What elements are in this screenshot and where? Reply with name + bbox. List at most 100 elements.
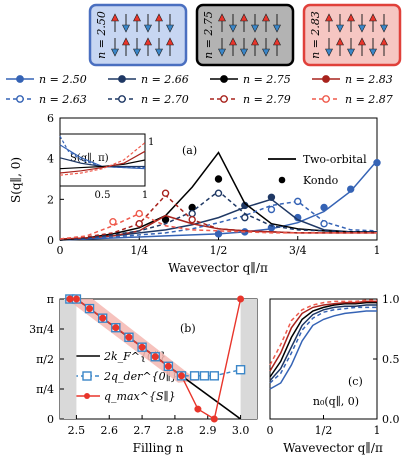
kondo-legend-marker — [278, 176, 286, 184]
panel-b-legend-label: q_max^{S∥} — [104, 390, 176, 403]
kondo-point — [214, 175, 223, 183]
spin-up-arrow — [229, 37, 237, 46]
kondo-point — [214, 189, 223, 197]
spin-up-arrow — [325, 13, 333, 22]
kondo-point — [188, 203, 196, 212]
panel-a-inset-frame — [59, 133, 146, 187]
panel-a-xlabel: Wavevector q∥/π — [168, 261, 268, 275]
qmax-marker — [86, 305, 94, 313]
inset-series-line — [59, 142, 146, 176]
spin-down-arrow — [358, 24, 366, 33]
y-tick-label: π — [47, 293, 54, 306]
panel-b-legend-marker — [84, 393, 90, 399]
x-tick-label: 1/2 — [315, 424, 333, 437]
spin-down-arrow — [122, 24, 130, 33]
legend-marker — [16, 95, 24, 103]
inset-series-line — [59, 159, 146, 170]
legend-label: n = 2.79 — [243, 93, 291, 106]
legend-marker — [322, 75, 330, 83]
y-tick-label: π/4 — [36, 383, 54, 396]
kondo-point — [267, 193, 276, 202]
spin-insets: n = 2.50 n = 2.75 n = 2.83 — [88, 3, 402, 67]
series-line — [269, 304, 377, 382]
gray-band — [240, 299, 257, 419]
spin-down-arrow — [229, 24, 237, 33]
spin-up-arrow — [273, 37, 281, 46]
spin-inset-n275: n = 2.75 — [195, 3, 295, 67]
spin-down-arrow — [273, 24, 281, 33]
y-tick-label: 0 — [47, 234, 54, 247]
x-tick-label: 1/2 — [210, 244, 228, 257]
spin-down-arrow — [336, 24, 344, 33]
spin-up-arrow — [262, 13, 270, 22]
legend-label: n = 2.50 — [39, 73, 87, 86]
gray-band — [60, 299, 77, 419]
qmax-marker — [112, 324, 120, 332]
spin-inset-label: n = 2.50 — [95, 11, 108, 59]
spin-down-arrow — [240, 48, 248, 57]
kondo-point — [135, 220, 143, 228]
panel-a-lines-legend: Two-orbital Kondo — [268, 153, 367, 187]
kondo-point — [161, 189, 170, 197]
spin-down-arrow — [144, 24, 152, 33]
kondo-point — [135, 209, 143, 218]
x-tick-label: 1 — [374, 424, 381, 437]
spin-inset-label: n = 2.83 — [309, 11, 322, 59]
spin-arrows — [111, 13, 174, 57]
spin-up-arrow — [155, 13, 163, 22]
spin-arrows — [325, 13, 388, 57]
inset-series-line — [59, 150, 146, 174]
spin-up-arrow — [133, 13, 141, 22]
series-line — [269, 300, 377, 372]
qmax-marker — [138, 343, 146, 351]
qmax-marker — [72, 295, 80, 303]
qmax-marker — [99, 314, 107, 322]
y-tick-label: 6 — [47, 112, 54, 125]
qmax-marker — [194, 405, 202, 413]
qmax-marker — [177, 372, 185, 380]
kondo-point — [346, 185, 355, 193]
kondo-point — [373, 159, 381, 167]
series-line — [59, 194, 377, 240]
y-tick-label: 0.0 — [382, 413, 400, 426]
panel-b-label: (b) — [180, 322, 196, 335]
spin-down-arrow — [380, 24, 388, 33]
panel-c: Wavevector q∥/π (c) n₀(q∥, 0) 0 1/2 10.0 0.… — [267, 293, 400, 455]
x-tick-label: 0 — [57, 244, 64, 257]
panel-c-xlabel: Wavevector q∥/π — [283, 441, 383, 455]
panel-a: S(q∥, 0) Wavevector q∥/π (a) Two-orbital… — [9, 112, 381, 275]
spin-inset-n283: n = 2.83 — [302, 3, 402, 67]
legend-marker — [220, 75, 228, 83]
legend-marker — [118, 95, 126, 103]
legend: n = 2.50 n = 2.66 n = 2.75 n = 2.83 n = 2.63… — [6, 73, 393, 106]
spin-up-arrow — [218, 13, 226, 22]
panel-b-legend-label: 2q_der^{0∥} — [103, 370, 178, 383]
spin-up-arrow — [358, 37, 366, 46]
spin-up-arrow — [144, 37, 152, 46]
panel-b-legend-marker — [82, 371, 92, 381]
legend-label: n = 2.87 — [345, 93, 393, 106]
spin-up-arrow — [380, 37, 388, 46]
qmax-marker — [66, 295, 74, 303]
panel-b: Filling n (b) 2k_F^{0∥}2q_der^{0∥}q_max^… — [29, 293, 258, 455]
kondo-point — [188, 209, 196, 218]
qder-marker — [199, 371, 210, 381]
spin-down-arrow — [133, 48, 141, 57]
x-tick-label: 2.9 — [199, 424, 217, 437]
spin-arrows — [218, 13, 281, 57]
spin-down-arrow — [251, 24, 259, 33]
series-line — [269, 310, 377, 390]
x-tick-label: 2.6 — [101, 424, 119, 437]
kondo-point — [320, 220, 328, 228]
kondo-point — [320, 203, 328, 212]
panel-c-label: (c) — [348, 375, 363, 388]
spin-down-arrow — [155, 48, 163, 57]
spin-up-arrow — [336, 37, 344, 46]
legend-marker — [118, 75, 126, 83]
spin-down-arrow — [347, 48, 355, 57]
kondo-point — [241, 213, 249, 222]
panel-a-inset: S(q∥, π) 0.5 1 1 — [59, 133, 154, 201]
spin-inset-n250: n = 2.50 — [88, 3, 188, 67]
spin-inset-label: n = 2.75 — [202, 11, 215, 59]
